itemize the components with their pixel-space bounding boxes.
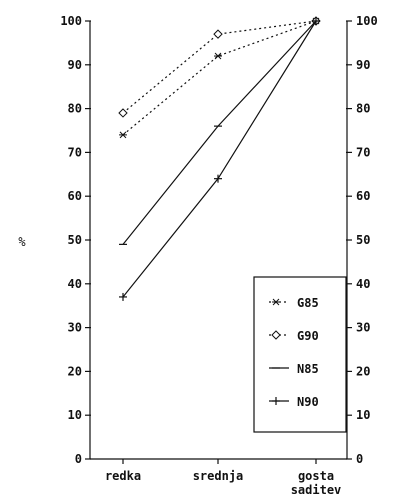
y-tick-label-left: 0 bbox=[75, 452, 82, 466]
series-line bbox=[122, 20, 317, 114]
x-tick-label: saditev bbox=[291, 483, 342, 497]
y-tick-label-left: 70 bbox=[68, 145, 82, 159]
point-marker bbox=[213, 29, 223, 39]
point-marker bbox=[118, 108, 128, 118]
y-tick-label-right: 20 bbox=[356, 364, 370, 378]
point-marker bbox=[119, 131, 127, 139]
series-line bbox=[122, 20, 317, 298]
y-tick-label-right: 0 bbox=[356, 452, 363, 466]
point-marker bbox=[214, 52, 222, 60]
y-tick-label-left: 100 bbox=[60, 14, 82, 28]
point-marker bbox=[272, 298, 280, 306]
y-tick-label-left: 80 bbox=[68, 102, 82, 116]
y-tick-label-right: 60 bbox=[356, 189, 370, 203]
legend-label: N90 bbox=[297, 395, 319, 409]
series-n90 bbox=[119, 17, 320, 301]
y-tick-label-right: 90 bbox=[356, 58, 370, 72]
x-tick-label: gosta bbox=[298, 469, 334, 483]
legend-label: G90 bbox=[297, 329, 319, 343]
point-marker bbox=[271, 330, 281, 340]
x-tick-label: redka bbox=[105, 469, 141, 483]
y-tick-label-left: 30 bbox=[68, 321, 82, 335]
y-tick-label-left: 90 bbox=[68, 58, 82, 72]
y-tick-label-left: 20 bbox=[68, 364, 82, 378]
legend-box bbox=[253, 276, 347, 433]
series-g90 bbox=[118, 16, 321, 118]
y-tick-label-right: 70 bbox=[356, 145, 370, 159]
y-tick-label-left: 10 bbox=[68, 408, 82, 422]
series-group bbox=[118, 16, 321, 301]
y-tick-label-right: 100 bbox=[356, 14, 378, 28]
y-tick-label-left: 40 bbox=[68, 277, 82, 291]
legend-label: N85 bbox=[297, 362, 319, 376]
series-line bbox=[122, 20, 317, 136]
legend: G85 G90 N85 N90 bbox=[253, 276, 347, 433]
y-axis-label: % bbox=[18, 235, 26, 249]
y-tick-label-left: 60 bbox=[68, 189, 82, 203]
y-axis-ticks: 0 0 10 10 20 20 30 30 40 40 50 50 60 60 70 70 80 80 90 90 10… bbox=[60, 14, 377, 466]
y-tick-label-right: 30 bbox=[356, 321, 370, 335]
x-tick-label: srednja bbox=[193, 469, 244, 483]
y-tick-label-left: 50 bbox=[68, 233, 82, 247]
y-tick-label-right: 40 bbox=[356, 277, 370, 291]
legend-label: G85 bbox=[297, 296, 319, 310]
y-tick-label-right: 10 bbox=[356, 408, 370, 422]
y-tick-label-right: 50 bbox=[356, 233, 370, 247]
y-tick-label-right: 80 bbox=[356, 102, 370, 116]
